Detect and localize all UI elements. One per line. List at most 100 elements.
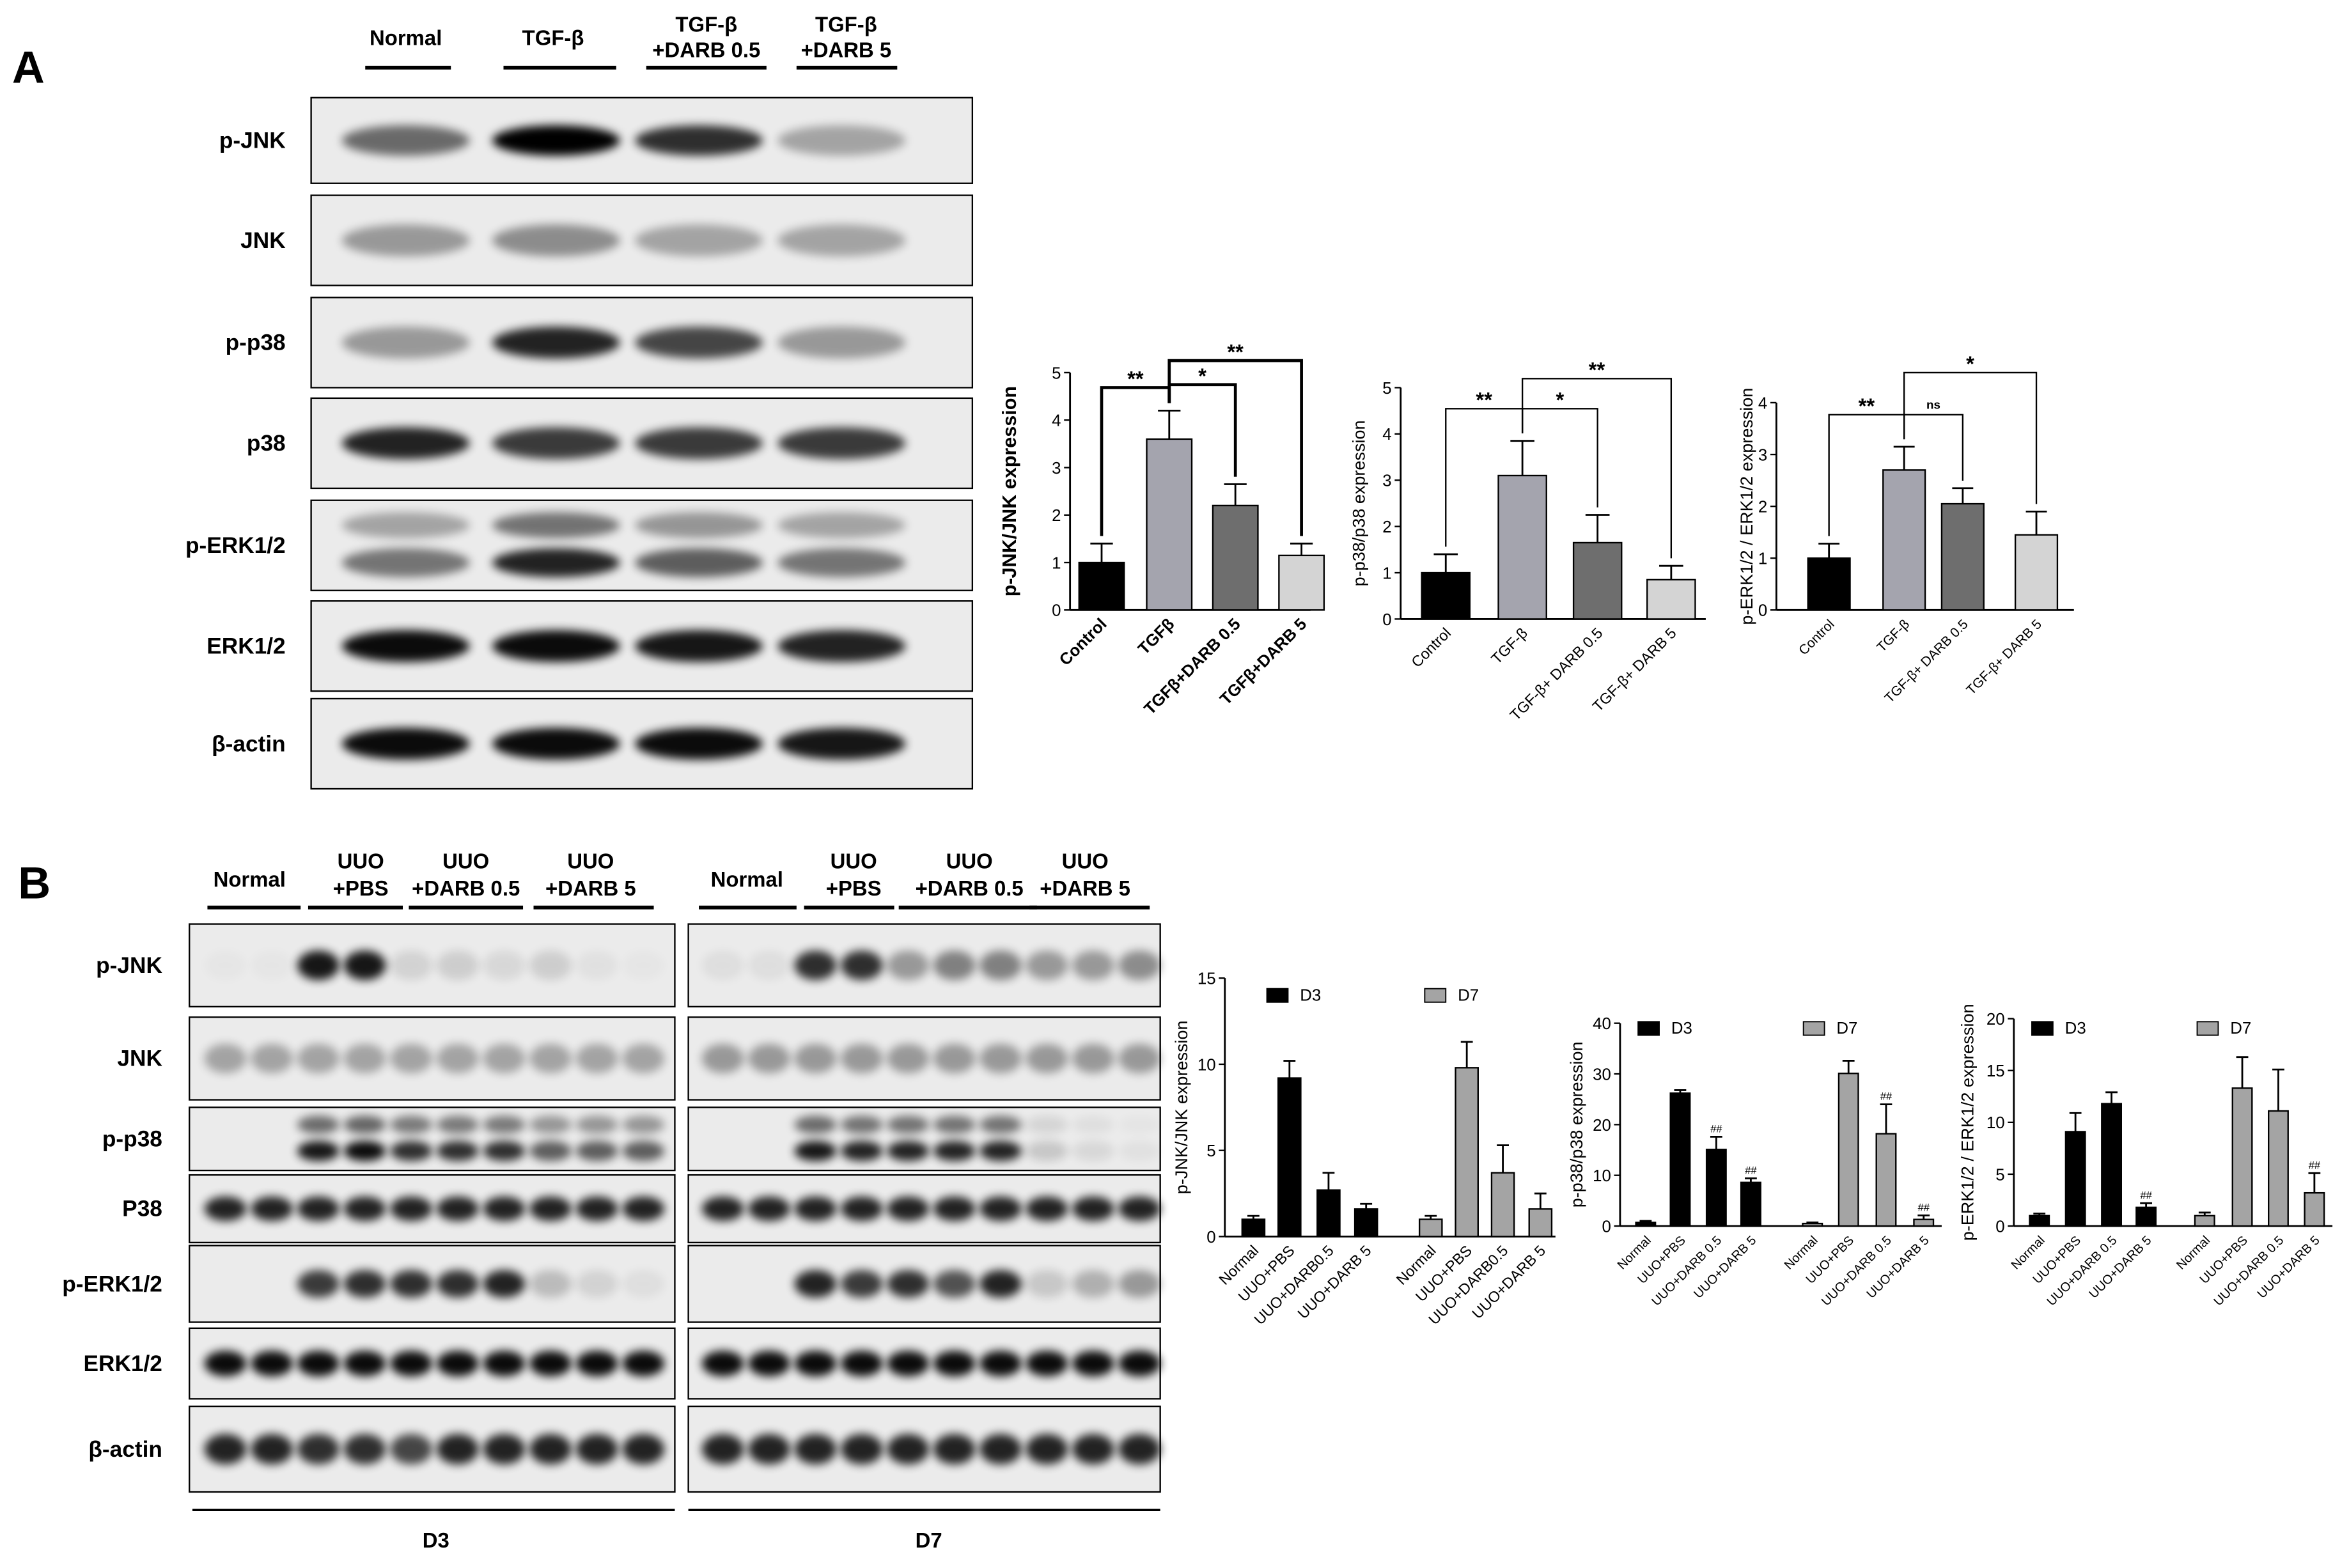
band	[979, 1434, 1022, 1464]
error-bar	[1818, 543, 1840, 559]
y-tick-label: 3	[1382, 472, 1391, 490]
band	[1026, 1196, 1068, 1222]
y-tick-label: 0	[1602, 1218, 1611, 1236]
y-tick-label: 0	[1758, 602, 1767, 620]
band	[701, 951, 744, 981]
bar	[1940, 502, 1985, 611]
y-tick-label: 5	[1382, 380, 1391, 398]
band	[794, 1043, 837, 1073]
band	[840, 1140, 883, 1161]
lane-label: UUO	[946, 850, 993, 873]
band	[887, 1269, 930, 1298]
bar	[1316, 1189, 1341, 1238]
lane-label: +PBS	[826, 876, 882, 900]
band	[483, 1115, 526, 1134]
band	[777, 512, 906, 538]
lane-label: +DARB 5	[801, 38, 892, 61]
band	[483, 1043, 526, 1073]
lane-label: UUO	[831, 850, 877, 873]
y-tick-label: 1	[1052, 554, 1061, 572]
error-bar	[1710, 1135, 1722, 1150]
lane-label: TGF-β	[815, 12, 877, 36]
legend-label: D3	[1671, 1020, 1692, 1037]
error-bar	[1534, 1192, 1547, 1209]
bar	[2014, 534, 2059, 611]
band	[483, 1351, 526, 1377]
row-label: JNK	[117, 1046, 162, 1071]
band	[436, 1269, 479, 1298]
band	[1026, 1351, 1068, 1377]
band	[492, 512, 620, 538]
lane-label: +DARB 0.5	[412, 876, 520, 900]
band	[748, 1351, 790, 1377]
bar	[1490, 1172, 1515, 1238]
error-bar	[1424, 1215, 1437, 1220]
error-bar	[2140, 1202, 2153, 1207]
significance-label: ##	[1880, 1091, 1892, 1103]
band	[1026, 1140, 1068, 1161]
panel-label: A	[12, 42, 45, 92]
band	[979, 1140, 1022, 1161]
band	[979, 1115, 1022, 1134]
band	[794, 1351, 837, 1377]
legend-label: D3	[2065, 1020, 2086, 1037]
band	[840, 1351, 883, 1377]
error-bar	[1510, 440, 1534, 476]
y-tick-label: 30	[1593, 1066, 1611, 1083]
band	[483, 1269, 526, 1298]
bracket-line	[1167, 359, 1303, 536]
bar	[1705, 1149, 1727, 1227]
band	[1118, 1269, 1161, 1298]
band	[748, 1196, 790, 1222]
band	[297, 1043, 339, 1073]
band	[1118, 951, 1161, 981]
band	[297, 1140, 339, 1161]
band	[343, 1140, 386, 1161]
band	[575, 951, 618, 981]
row-label: p-p38	[102, 1126, 162, 1151]
band	[436, 1115, 479, 1134]
legend-swatch	[1424, 988, 1447, 1003]
bracket-line	[1903, 371, 2038, 504]
band	[1072, 1043, 1114, 1073]
band	[575, 1140, 618, 1161]
band	[492, 727, 620, 760]
y-tick-label: 2	[1052, 507, 1061, 525]
band	[1118, 1196, 1161, 1222]
error-bar	[1497, 1144, 1509, 1173]
significance-label: ##	[2140, 1190, 2152, 1201]
significance-label: **	[1476, 388, 1492, 412]
band	[341, 427, 470, 460]
row-label: p38	[247, 431, 286, 456]
lane-label: Normal	[370, 26, 442, 50]
band	[1118, 1351, 1161, 1377]
significance-bracket	[1903, 371, 2038, 504]
band	[794, 1115, 837, 1134]
bracket-line	[1521, 378, 1673, 559]
row-label: JNK	[240, 228, 286, 253]
band	[436, 1196, 479, 1222]
bar	[1669, 1092, 1691, 1227]
band	[341, 327, 470, 359]
band	[204, 1351, 247, 1377]
band	[887, 951, 930, 981]
band	[748, 1434, 790, 1464]
significance-label: **	[1859, 394, 1875, 417]
error-bar	[1090, 542, 1113, 563]
band	[390, 1434, 433, 1464]
band	[343, 1434, 386, 1464]
band	[436, 1434, 479, 1464]
row-label: p-ERK1/2	[62, 1271, 162, 1296]
band	[635, 727, 763, 760]
y-tick-label: 3	[1052, 460, 1061, 477]
row-label: ERK1/2	[83, 1351, 162, 1376]
band	[622, 951, 664, 980]
significance-label: **	[1589, 358, 1605, 382]
band	[529, 1140, 572, 1161]
bar	[1572, 541, 1623, 620]
band	[777, 727, 906, 760]
y-tick-label: 1	[1758, 550, 1767, 568]
bar	[1212, 504, 1259, 611]
band	[390, 1115, 433, 1134]
band	[343, 1351, 386, 1377]
